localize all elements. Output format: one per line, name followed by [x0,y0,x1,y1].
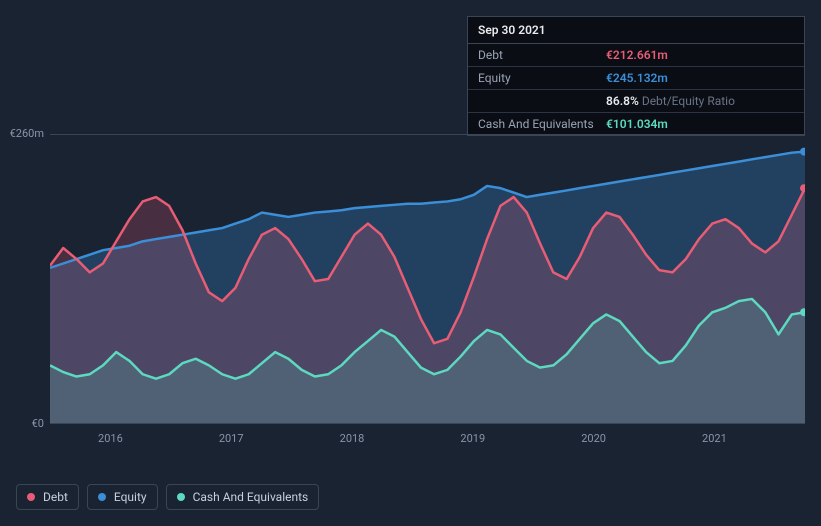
legend-label: Equity [114,490,147,504]
legend-item[interactable]: Equity [87,484,158,510]
tooltip-row-label: Equity [478,71,606,85]
tooltip-row-label: Cash And Equivalents [478,117,606,131]
legend-dot-icon [177,493,185,501]
tooltip-row: Equity€245.132m [468,67,804,90]
chart-plot-area [50,134,805,424]
legend-item[interactable]: Cash And Equivalents [166,484,320,510]
tooltip-row-value: €212.661m [606,48,668,62]
x-axis-tick: 2021 [702,432,727,445]
legend-item[interactable]: Debt [16,484,79,510]
legend-label: Debt [43,490,68,504]
y-axis-tick: €0 [32,417,44,430]
tooltip-row-value: 86.8% Debt/Equity Ratio [606,94,735,108]
tooltip-date: Sep 30 2021 [468,17,804,44]
tooltip-row-value: €101.034m [606,117,668,131]
x-axis-tick: 2017 [219,432,244,445]
legend-dot-icon [98,493,106,501]
tooltip-row: Debt€212.661m [468,44,804,67]
legend-label: Cash And Equivalents [193,490,309,504]
tooltip-row-label: Debt [478,48,606,62]
chart-legend: Debt Equity Cash And Equivalents [16,484,319,510]
legend-dot-icon [27,493,35,501]
y-axis-tick: €260m [10,127,44,140]
x-axis-tick: 2018 [340,432,365,445]
chart-tooltip: Sep 30 2021 Debt€212.661mEquity€245.132m… [467,16,805,136]
x-axis-tick: 2020 [581,432,606,445]
tooltip-row-value: €245.132m [606,71,668,85]
tooltip-row: Cash And Equivalents€101.034m [468,113,804,135]
tooltip-row-label [478,94,606,108]
tooltip-row: 86.8% Debt/Equity Ratio [468,90,804,113]
x-axis-tick: 2019 [460,432,485,445]
x-axis-tick: 2016 [98,432,123,445]
